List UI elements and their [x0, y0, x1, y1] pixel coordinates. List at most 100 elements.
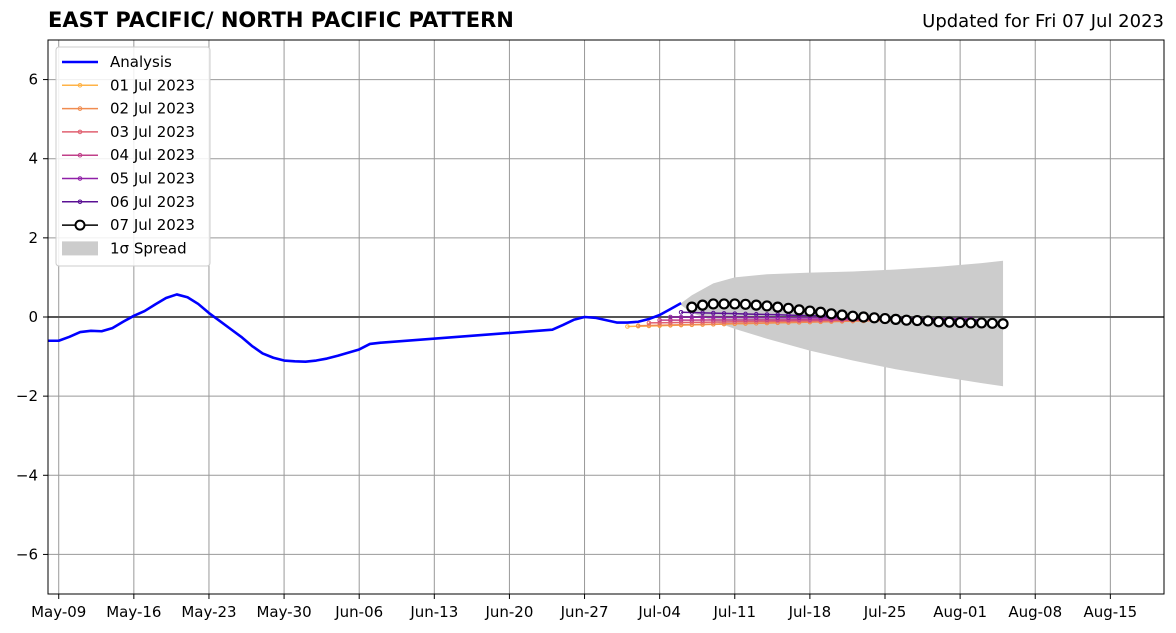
- forecast-0707-point: [954, 316, 966, 329]
- forecast-0707-point: [718, 298, 730, 310]
- y-tick-label: 4: [28, 150, 38, 168]
- forecast-0707-point: [890, 313, 902, 325]
- y-tick-label: 2: [28, 229, 38, 247]
- forecast-point: [635, 323, 641, 329]
- forecast-0707-point: [922, 315, 934, 327]
- forecast-0707-point: [750, 299, 762, 311]
- legend-label: 03 Jul 2023: [110, 123, 195, 141]
- x-tick-label: Aug-01: [933, 603, 987, 621]
- forecast-point: [775, 312, 780, 318]
- legend-marker: [74, 219, 86, 231]
- legend: Analysis 01 Jul 2023 02 Jul 2023 03 Jul 202…: [55, 46, 211, 267]
- x-tick-label: Jun-27: [560, 603, 609, 621]
- x-tick-label: Jul-25: [863, 603, 907, 621]
- y-tick-label: 0: [28, 308, 38, 326]
- forecast-0707-point: [933, 316, 945, 328]
- forecast-0707-point: [943, 316, 955, 328]
- forecast-point: [678, 314, 684, 320]
- forecast-point: [657, 320, 662, 326]
- forecast-0707-point: [825, 308, 837, 320]
- legend-marker: [77, 83, 83, 88]
- forecast-0707-point: [997, 318, 1009, 330]
- forecast-0707-point: [975, 317, 988, 329]
- x-tick-label: Jul-18: [788, 603, 832, 621]
- legend-label: 02 Jul 2023: [110, 100, 195, 118]
- x-tick-label: May-23: [181, 603, 236, 621]
- forecast-0707-point: [847, 310, 859, 322]
- x-tick-label: Jun-13: [409, 603, 458, 621]
- x-tick-label: May-09: [31, 603, 86, 621]
- legend-marker: [77, 106, 83, 111]
- forecast-0707-point: [707, 298, 719, 310]
- legend-marker: [77, 129, 83, 135]
- forecast-0707-point: [729, 298, 741, 310]
- x-tick-label: Aug-15: [1083, 603, 1137, 621]
- forecast-point: [689, 314, 695, 320]
- forecast-0707-point: [772, 301, 784, 313]
- forecast-point: [678, 309, 684, 315]
- forecast-point: [732, 311, 738, 316]
- x-tick-label: May-30: [256, 603, 311, 621]
- x-tick-label: Jul-04: [637, 603, 681, 621]
- forecast-point: [700, 314, 705, 320]
- legend-swatch: [62, 241, 98, 256]
- forecast-point: [721, 317, 727, 323]
- legend-marker: [77, 199, 83, 205]
- y-tick-label: 6: [28, 71, 38, 89]
- forecast-point: [625, 324, 630, 329]
- y-tick-label: −4: [16, 466, 38, 484]
- forecast-0707-point: [857, 311, 870, 323]
- forecast-0707-point: [911, 314, 923, 327]
- chart-title: EAST PACIFIC/ NORTH PACIFIC PATTERN: [48, 8, 514, 32]
- legend-label: Analysis: [110, 53, 172, 71]
- forecast-point: [668, 314, 673, 320]
- forecast-point: [764, 312, 770, 317]
- forecast-point: [700, 317, 705, 323]
- forecast-0707-point: [879, 312, 891, 325]
- forecast-0707-point: [793, 304, 805, 316]
- forecast-point: [711, 317, 716, 323]
- y-tick-layer: 6 4 2 0 −2 −4 −6: [16, 71, 48, 563]
- legend-label: 1σ Spread: [110, 239, 187, 257]
- y-tick-label: −2: [16, 387, 38, 405]
- forecast-point: [743, 311, 748, 317]
- legend-label: 07 Jul 2023: [110, 216, 195, 234]
- forecast-point: [786, 315, 791, 321]
- forecast-0707-point: [868, 312, 880, 324]
- x-tick-label: Jul-11: [712, 603, 756, 621]
- forecast-point: [700, 310, 705, 316]
- forecast-0707-point: [965, 317, 977, 329]
- forecast-0707-point: [696, 299, 709, 311]
- legend-label: 06 Jul 2023: [110, 193, 195, 211]
- legend-label: 04 Jul 2023: [110, 146, 195, 164]
- forecast-0707-point: [836, 309, 848, 321]
- forecast-point: [775, 315, 780, 321]
- legend-label: 05 Jul 2023: [110, 170, 195, 188]
- forecast-point: [646, 320, 652, 326]
- forecast-0707-point: [986, 317, 998, 329]
- legend-box: [55, 46, 211, 267]
- forecast-point: [678, 317, 684, 323]
- forecast-0707-point: [900, 314, 913, 326]
- x-tick-label: Jun-06: [334, 603, 383, 621]
- forecast-0707-point: [686, 301, 698, 313]
- legend-marker: [77, 152, 83, 158]
- forecast-point: [753, 311, 759, 317]
- forecast-0707-point: [761, 300, 773, 312]
- forecast-point: [689, 317, 695, 323]
- forecast-point: [721, 311, 727, 316]
- x-tick-label: Aug-08: [1008, 603, 1062, 621]
- forecast-0707-point: [815, 306, 827, 318]
- forecast-point: [711, 310, 716, 316]
- forecast-point: [646, 323, 652, 328]
- updated-date: Updated for Fri 07 Jul 2023: [922, 11, 1164, 32]
- x-tick-layer: May-09 May-16 May-23 May-30 Jun-06 Jun-13 Jun-…: [31, 594, 1137, 621]
- x-tick-label: Jun-20: [484, 603, 533, 621]
- legend-marker: [77, 176, 83, 181]
- y-tick-label: −6: [16, 545, 38, 563]
- forecast-point: [657, 317, 662, 323]
- forecast-point: [711, 314, 716, 320]
- analysis-line: [48, 293, 682, 364]
- legend-label: 01 Jul 2023: [110, 76, 195, 94]
